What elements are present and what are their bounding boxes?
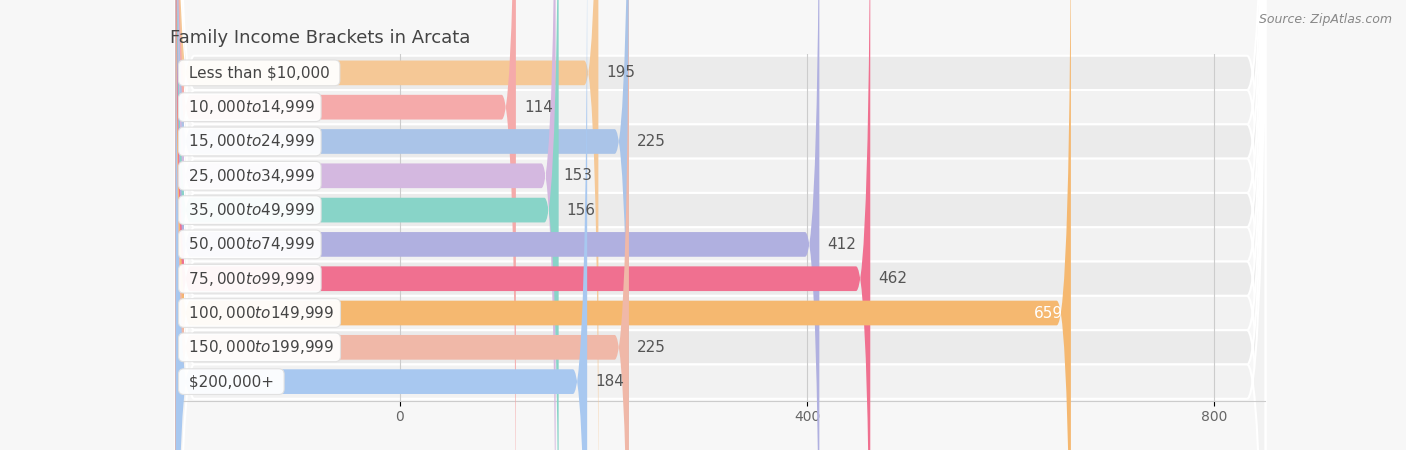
Text: 184: 184	[595, 374, 624, 389]
Text: $75,000 to $99,999: $75,000 to $99,999	[184, 270, 316, 288]
FancyBboxPatch shape	[176, 0, 1265, 450]
Text: 659: 659	[1033, 306, 1063, 320]
Text: Source: ZipAtlas.com: Source: ZipAtlas.com	[1258, 14, 1392, 27]
FancyBboxPatch shape	[176, 0, 628, 450]
FancyBboxPatch shape	[176, 0, 1265, 450]
FancyBboxPatch shape	[176, 0, 1071, 450]
Text: $50,000 to $74,999: $50,000 to $74,999	[184, 235, 316, 253]
Text: $200,000+: $200,000+	[184, 374, 278, 389]
Text: $10,000 to $14,999: $10,000 to $14,999	[184, 98, 316, 116]
Text: Family Income Brackets in Arcata: Family Income Brackets in Arcata	[170, 29, 471, 47]
Text: Less than $10,000: Less than $10,000	[184, 65, 335, 81]
Text: 114: 114	[524, 100, 553, 115]
Text: $15,000 to $24,999: $15,000 to $24,999	[184, 132, 316, 150]
FancyBboxPatch shape	[176, 0, 870, 450]
FancyBboxPatch shape	[176, 0, 1265, 450]
FancyBboxPatch shape	[176, 0, 558, 450]
Text: $35,000 to $49,999: $35,000 to $49,999	[184, 201, 316, 219]
Text: 195: 195	[606, 65, 636, 81]
FancyBboxPatch shape	[176, 0, 1265, 450]
FancyBboxPatch shape	[176, 0, 1265, 450]
FancyBboxPatch shape	[176, 0, 588, 450]
FancyBboxPatch shape	[176, 0, 1265, 450]
FancyBboxPatch shape	[176, 0, 1265, 450]
FancyBboxPatch shape	[176, 0, 555, 450]
Text: $150,000 to $199,999: $150,000 to $199,999	[184, 338, 335, 356]
Text: 462: 462	[879, 271, 907, 286]
FancyBboxPatch shape	[176, 0, 628, 450]
Text: 225: 225	[637, 134, 666, 149]
FancyBboxPatch shape	[176, 0, 1265, 450]
FancyBboxPatch shape	[176, 0, 820, 450]
Text: 225: 225	[637, 340, 666, 355]
FancyBboxPatch shape	[176, 0, 1265, 450]
Text: $25,000 to $34,999: $25,000 to $34,999	[184, 167, 316, 185]
Text: 153: 153	[564, 168, 593, 183]
Text: 156: 156	[567, 202, 596, 218]
FancyBboxPatch shape	[176, 0, 516, 450]
FancyBboxPatch shape	[176, 0, 599, 450]
FancyBboxPatch shape	[176, 0, 1265, 450]
Text: $100,000 to $149,999: $100,000 to $149,999	[184, 304, 335, 322]
Text: 412: 412	[828, 237, 856, 252]
